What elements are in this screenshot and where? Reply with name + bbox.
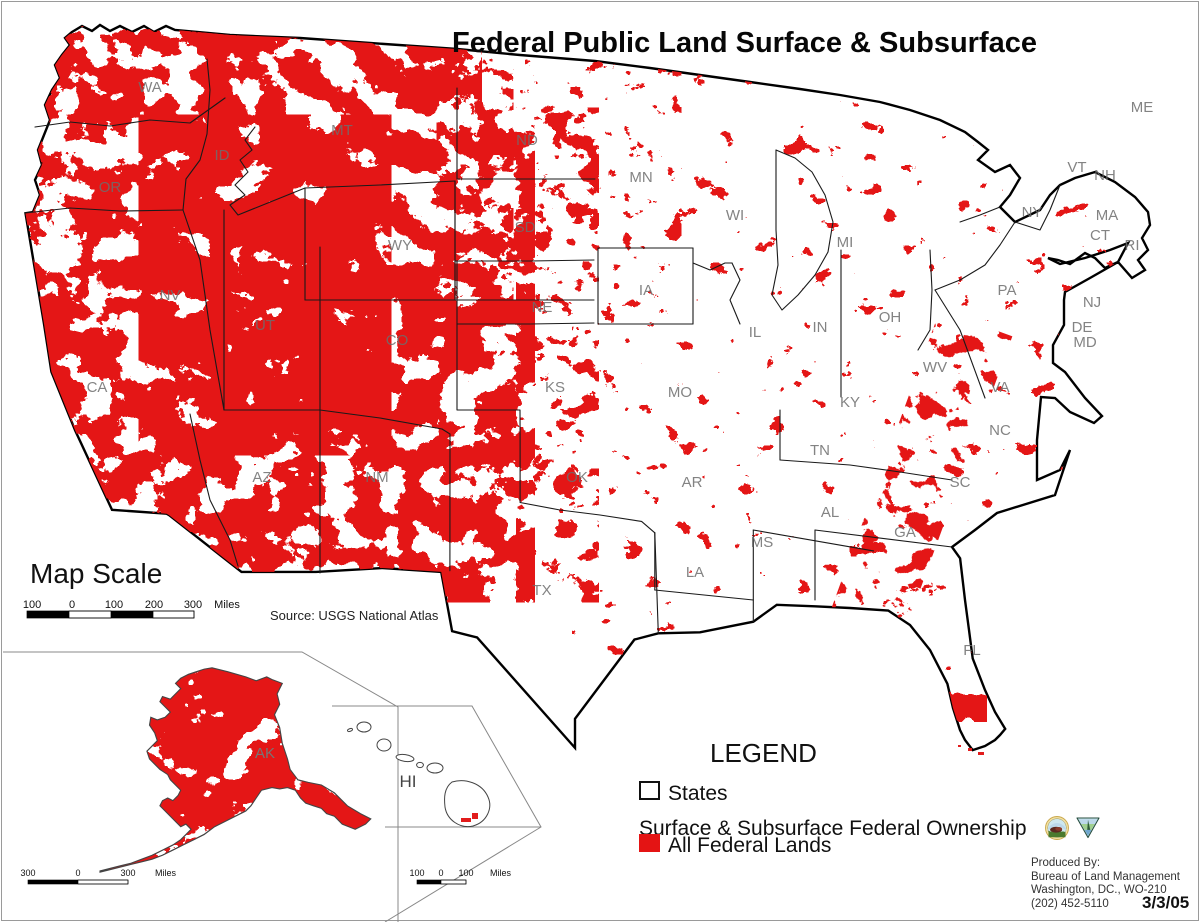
svg-text:SD: SD <box>515 219 536 236</box>
svg-text:ND: ND <box>516 132 538 149</box>
svg-text:NH: NH <box>1094 167 1116 184</box>
svg-text:0: 0 <box>75 868 80 878</box>
svg-text:NM: NM <box>365 469 388 486</box>
svg-text:PA: PA <box>998 282 1017 299</box>
svg-text:MN: MN <box>629 169 652 186</box>
svg-text:KY: KY <box>840 394 860 411</box>
svg-text:VA: VA <box>991 379 1010 396</box>
svg-text:Miles: Miles <box>214 599 240 611</box>
svg-text:RI: RI <box>1125 237 1140 254</box>
svg-text:WY: WY <box>388 237 412 254</box>
svg-text:NC: NC <box>989 422 1011 439</box>
svg-text:200: 200 <box>145 599 163 611</box>
svg-text:MA: MA <box>1096 207 1119 224</box>
svg-text:VT: VT <box>1067 159 1086 176</box>
svg-text:NY: NY <box>1022 204 1043 221</box>
svg-text:NJ: NJ <box>1083 294 1101 311</box>
svg-text:OH: OH <box>879 309 902 326</box>
svg-text:MT: MT <box>331 122 353 139</box>
svg-text:100: 100 <box>105 599 123 611</box>
svg-text:TX: TX <box>532 582 551 599</box>
svg-text:IL: IL <box>749 324 762 341</box>
svg-text:100: 100 <box>458 868 473 878</box>
svg-text:NE: NE <box>532 299 553 316</box>
svg-text:0: 0 <box>69 599 75 611</box>
svg-text:TN: TN <box>810 442 830 459</box>
svg-text:UT: UT <box>255 317 275 334</box>
svg-text:LA: LA <box>686 564 704 581</box>
svg-text:AK: AK <box>255 745 275 762</box>
svg-text:OK: OK <box>566 469 588 486</box>
svg-text:CO: CO <box>386 332 409 349</box>
svg-text:100: 100 <box>23 599 41 611</box>
svg-text:Miles: Miles <box>490 868 512 878</box>
svg-text:MD: MD <box>1073 334 1096 351</box>
svg-text:AL: AL <box>821 504 839 521</box>
svg-text:HI: HI <box>400 772 417 791</box>
svg-text:IN: IN <box>813 319 828 336</box>
svg-text:Miles: Miles <box>155 868 177 878</box>
svg-text:MI: MI <box>837 234 854 251</box>
svg-text:MS: MS <box>751 534 774 551</box>
svg-text:WA: WA <box>138 79 162 96</box>
svg-text:AZ: AZ <box>252 469 271 486</box>
svg-text:CA: CA <box>87 379 108 396</box>
svg-text:MO: MO <box>668 384 692 401</box>
svg-text:ID: ID <box>215 147 230 164</box>
svg-text:GA: GA <box>894 524 916 541</box>
svg-text:NV: NV <box>160 287 181 304</box>
svg-text:0: 0 <box>438 868 443 878</box>
svg-text:AR: AR <box>682 474 703 491</box>
svg-text:300: 300 <box>184 599 202 611</box>
svg-text:FL: FL <box>963 642 981 659</box>
svg-text:ME: ME <box>1131 99 1154 116</box>
svg-text:CT: CT <box>1090 227 1110 244</box>
svg-text:100: 100 <box>409 868 424 878</box>
svg-text:IA: IA <box>639 282 653 299</box>
svg-text:300: 300 <box>120 868 135 878</box>
svg-text:OR: OR <box>99 179 122 196</box>
svg-text:WV: WV <box>923 359 947 376</box>
svg-text:WI: WI <box>726 207 744 224</box>
svg-text:300: 300 <box>20 868 35 878</box>
svg-text:SC: SC <box>950 474 971 491</box>
svg-text:KS: KS <box>545 379 565 396</box>
